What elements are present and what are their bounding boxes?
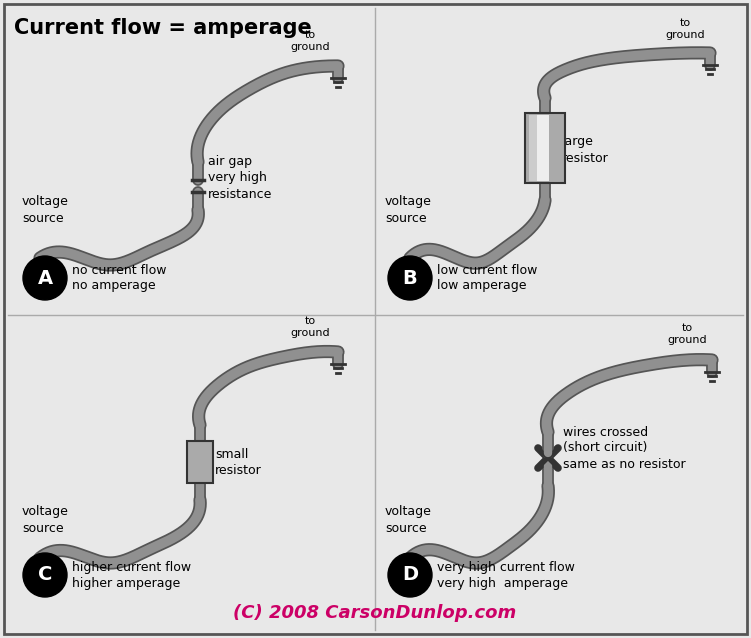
- Text: D: D: [402, 565, 418, 584]
- Text: voltage
source: voltage source: [22, 505, 69, 535]
- Circle shape: [388, 553, 432, 597]
- Text: air gap
very high
resistance: air gap very high resistance: [208, 156, 273, 200]
- Text: higher current flow
higher amperage: higher current flow higher amperage: [72, 561, 191, 590]
- Text: very high current flow
very high  amperage: very high current flow very high amperag…: [437, 561, 575, 590]
- Text: small
resistor: small resistor: [215, 447, 262, 477]
- Text: large
resistor: large resistor: [562, 135, 609, 165]
- Text: to
ground: to ground: [290, 31, 330, 52]
- Circle shape: [388, 256, 432, 300]
- Text: Current flow = amperage: Current flow = amperage: [14, 18, 312, 38]
- Bar: [525, 113, 565, 183]
- Text: wires crossed
(short circuit)
same as no resistor: wires crossed (short circuit) same as no…: [563, 426, 686, 470]
- Bar: [529, 115, 537, 181]
- Circle shape: [23, 553, 67, 597]
- Text: voltage
source: voltage source: [385, 195, 432, 225]
- Text: (C) 2008 CarsonDunlop.com: (C) 2008 CarsonDunlop.com: [234, 604, 517, 622]
- Text: voltage
source: voltage source: [22, 195, 69, 225]
- Bar: [535, 115, 549, 181]
- Text: voltage
source: voltage source: [385, 505, 432, 535]
- Circle shape: [23, 256, 67, 300]
- Text: to
ground: to ground: [290, 316, 330, 338]
- Text: A: A: [38, 269, 53, 288]
- Text: to
ground: to ground: [667, 323, 707, 345]
- Text: no current flow
no amperage: no current flow no amperage: [72, 263, 167, 292]
- Text: B: B: [403, 269, 418, 288]
- Text: low current flow
low amperage: low current flow low amperage: [437, 263, 538, 292]
- Text: to
ground: to ground: [665, 19, 704, 40]
- Text: C: C: [38, 565, 52, 584]
- Bar: [187, 441, 213, 483]
